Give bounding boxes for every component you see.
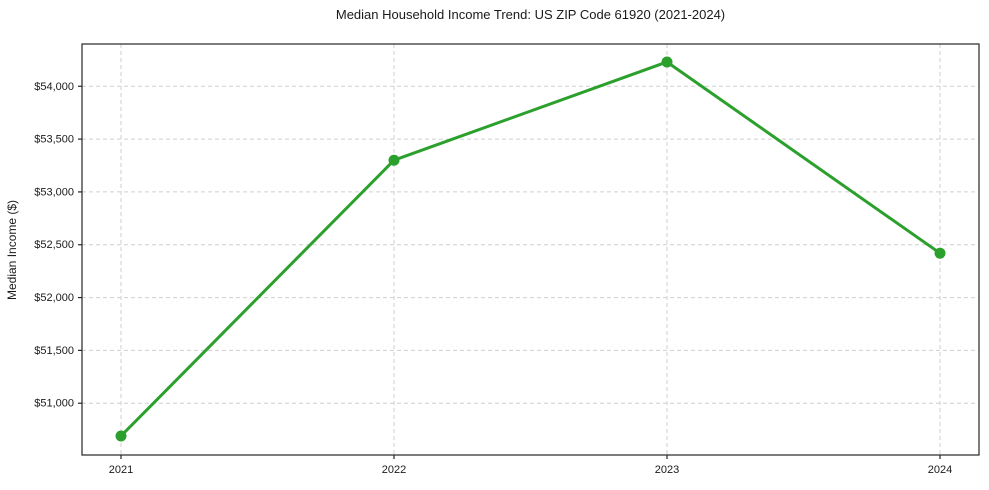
- y-tick-label: $51,500: [34, 345, 74, 357]
- x-tick-label: 2022: [382, 464, 406, 476]
- x-tick-label: 2024: [928, 464, 952, 476]
- y-tick-label: $51,000: [34, 398, 74, 410]
- data-point: [661, 56, 673, 68]
- y-tick-label: $53,500: [34, 134, 74, 146]
- series-line: [119, 60, 942, 438]
- data-point: [934, 247, 946, 259]
- x-tick-label: 2021: [109, 464, 133, 476]
- chart-title: Median Household Income Trend: US ZIP Co…: [335, 7, 726, 22]
- y-tick-label: $54,000: [34, 81, 74, 93]
- plot-border: [81, 43, 980, 456]
- x-tick-label: 2023: [655, 464, 679, 476]
- data-point: [115, 430, 127, 442]
- y-tick-label: $52,000: [34, 292, 74, 304]
- y-tick-label: $52,500: [34, 239, 74, 251]
- y-tick-label: $53,000: [34, 186, 74, 198]
- data-point: [388, 154, 400, 166]
